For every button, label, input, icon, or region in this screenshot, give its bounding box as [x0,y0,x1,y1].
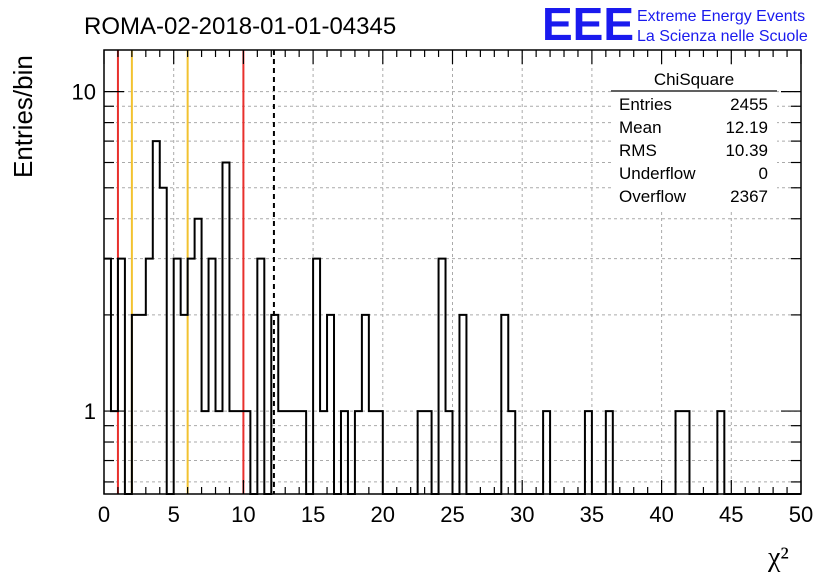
x-tick-label: 35 [580,502,604,527]
x-tick-label: 30 [510,502,534,527]
y-axis-label: Entries/bin [8,55,38,178]
logo-line-2: La Scienza nelle Scuole [637,28,808,45]
stats-row-value: 2455 [730,95,768,114]
stats-row-label: Mean [619,118,662,137]
x-axis-label: χ² [767,542,789,572]
stats-row-label: Underflow [619,164,696,183]
stats-row-value: 2367 [730,187,768,206]
stats-row-label: RMS [619,141,657,160]
y-tick-labels: 1 10 [72,80,96,424]
stats-title: ChiSquare [654,70,734,89]
x-tick-label: 5 [168,502,180,527]
stats-box: ChiSquare Entries 2455 Mean 12.19 RMS 10.39 Un… [611,68,777,209]
x-tick-label: 40 [649,502,673,527]
x-tick-label: 45 [719,502,743,527]
stats-row-label: Entries [619,95,672,114]
eee-logo-mark: EEE [542,0,634,50]
chart-title: ROMA-02-2018-01-01-04345 [84,13,396,40]
x-tick-label: 10 [231,502,255,527]
stats-row-value: 12.19 [725,118,768,137]
y-tick-label: 1 [84,399,96,424]
x-tick-label: 25 [440,502,464,527]
eee-logo: EEE Extreme Energy Events La Scienza nel… [542,0,808,50]
x-tick-label: 50 [789,502,813,527]
x-tick-label: 20 [371,502,395,527]
axis-ticks [103,50,802,494]
x-tick-label: 15 [301,502,325,527]
stats-row-value: 0 [759,164,768,183]
x-tick-labels: 0 5 10 15 20 25 30 35 40 45 50 [98,502,813,527]
stats-rows: Entries 2455 Mean 12.19 RMS 10.39 Underflow 0 Ov… [619,95,768,206]
stats-row-label: Overflow [619,187,687,206]
stats-row-value: 10.39 [725,141,768,160]
y-tick-label: 10 [72,80,96,105]
x-tick-label: 0 [98,502,110,527]
logo-line-1: Extreme Energy Events [637,8,805,25]
